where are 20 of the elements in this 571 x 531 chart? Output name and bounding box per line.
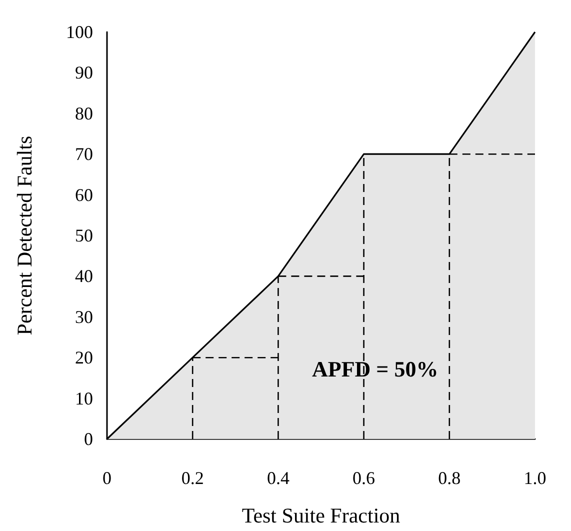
x-tick-label: 0 (102, 468, 112, 488)
y-tick-label: 80 (75, 103, 93, 124)
y-tick-label: 20 (75, 348, 93, 368)
y-axis-title: Percent Detected Faults (12, 136, 36, 336)
y-tick-label: 10 (75, 388, 93, 408)
y-tick-label: 70 (75, 144, 93, 164)
x-tick-label: 0.8 (438, 468, 461, 488)
y-tick-label: 0 (84, 429, 93, 449)
y-tick-label: 90 (75, 62, 93, 83)
y-tick-label: 60 (75, 184, 93, 205)
y-tick-label: 30 (75, 306, 93, 327)
x-tick-label: 0.2 (181, 468, 204, 488)
x-axis-title: Test Suite Fraction (242, 504, 401, 528)
x-tick-label: 0.6 (352, 468, 376, 488)
y-tick-label: 40 (75, 266, 93, 286)
y-tick-label: 50 (75, 226, 93, 246)
y-tick-label: 100 (66, 22, 93, 42)
x-tick-label: 0.4 (266, 468, 290, 488)
x-tick-label: 1.0 (524, 468, 546, 488)
annotation: APFD = 50% (312, 356, 438, 382)
